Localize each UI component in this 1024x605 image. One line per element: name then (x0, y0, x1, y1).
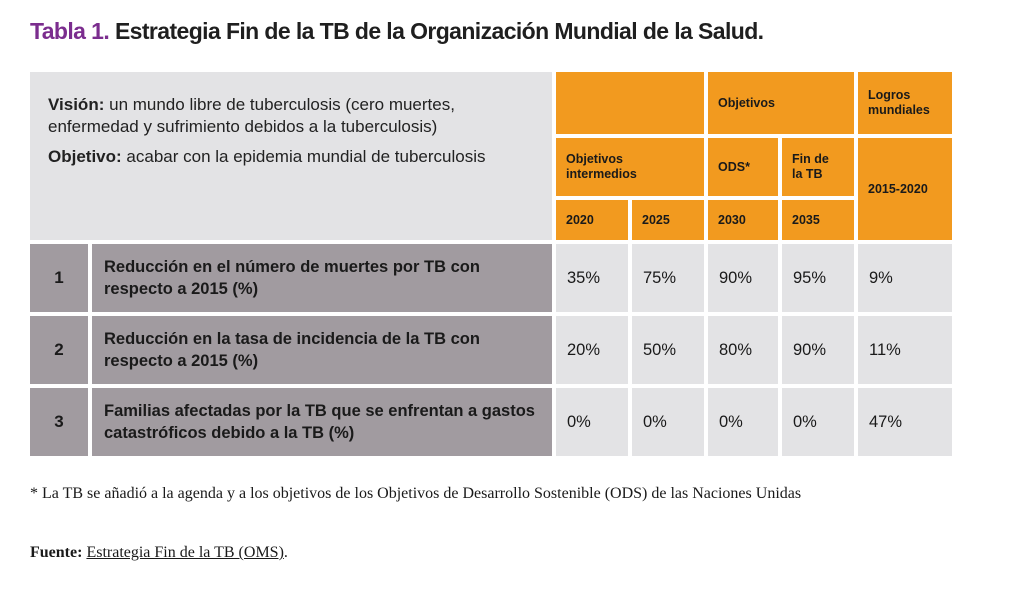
intro-cell: Visión: un mundo libre de tuberculosis (… (30, 72, 552, 240)
row-label: Reducción en el número de muertes por TB… (92, 244, 552, 312)
source-link[interactable]: Estrategia Fin de la TB (OMS) (86, 544, 284, 561)
value-cell: 9% (858, 244, 952, 312)
objective-statement: Objetivo: acabar con la epidemia mundial… (48, 146, 532, 168)
value-cell: 35% (556, 244, 628, 312)
value-cell: 11% (858, 316, 952, 384)
header-blank (556, 72, 704, 134)
row-label: Familias afectadas por la TB que se enfr… (92, 388, 552, 456)
value-cell: 50% (632, 316, 704, 384)
header-year-2035: 2035 (782, 200, 854, 240)
value-cell: 75% (632, 244, 704, 312)
header-periodo: 2015-2020 (858, 138, 952, 240)
header-logros: Logros mundiales (858, 72, 952, 134)
header-fin: Fin de la TB (782, 138, 854, 196)
value-cell: 95% (782, 244, 854, 312)
source-label: Fuente: (30, 544, 83, 561)
vision-text: un mundo libre de tuberculosis (cero mue… (48, 95, 455, 136)
value-cell: 90% (782, 316, 854, 384)
value-cell: 47% (858, 388, 952, 456)
row-number: 3 (30, 388, 88, 456)
table-title: Tabla 1. Estrategia Fin de la TB de la O… (30, 18, 764, 45)
row-number: 1 (30, 244, 88, 312)
header-year-2030: 2030 (708, 200, 778, 240)
table-title-text: Estrategia Fin de la TB de la Organizaci… (114, 18, 764, 44)
header-year-2020: 2020 (556, 200, 628, 240)
vision-label: Visión: (48, 95, 105, 114)
value-cell: 80% (708, 316, 778, 384)
vision-statement: Visión: un mundo libre de tuberculosis (… (48, 94, 532, 138)
row-number: 2 (30, 316, 88, 384)
objective-label: Objetivo: (48, 147, 122, 166)
objective-text: acabar con la epidemia mundial de tuberc… (126, 147, 486, 166)
value-cell: 0% (782, 388, 854, 456)
table-number: Tabla 1. (30, 18, 110, 44)
source-line: Fuente: Estrategia Fin de la TB (OMS). (30, 544, 288, 562)
value-cell: 20% (556, 316, 628, 384)
header-ods: ODS* (708, 138, 778, 196)
header-year-2025: 2025 (632, 200, 704, 240)
row-label: Reducción en la tasa de incidencia de la… (92, 316, 552, 384)
value-cell: 0% (708, 388, 778, 456)
source-suffix: . (283, 544, 288, 561)
value-cell: 90% (708, 244, 778, 312)
value-cell: 0% (632, 388, 704, 456)
header-intermedios: Objetivos intermedios (556, 138, 704, 196)
value-cell: 0% (556, 388, 628, 456)
header-objetivos: Objetivos (708, 72, 854, 134)
footnote: * La TB se añadió a la agenda y a los ob… (30, 485, 802, 502)
